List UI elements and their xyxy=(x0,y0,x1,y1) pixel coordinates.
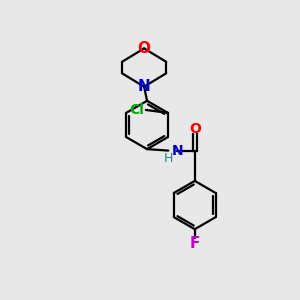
Text: Cl: Cl xyxy=(130,103,144,117)
Text: F: F xyxy=(190,236,200,251)
Text: O: O xyxy=(189,122,201,136)
Text: N: N xyxy=(172,144,184,158)
Text: H: H xyxy=(164,152,173,165)
Text: N: N xyxy=(138,79,151,94)
Text: O: O xyxy=(138,41,151,56)
